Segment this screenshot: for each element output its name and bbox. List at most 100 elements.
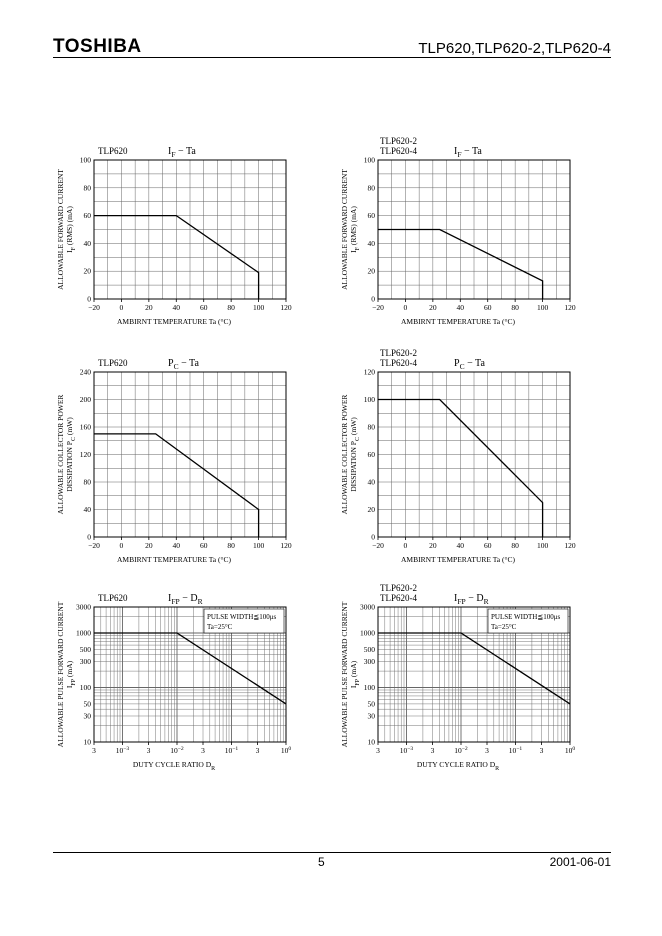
x-tick-label: 3 [147, 746, 151, 755]
y-tick-label: 3000 [360, 603, 375, 612]
x-tick-label: 100 [253, 541, 265, 550]
chart-title: PC − Ta [168, 358, 199, 371]
y-tick-label: 3000 [76, 603, 91, 612]
x-tick-label: 120 [280, 541, 292, 550]
x-tick-label: 20 [429, 541, 437, 550]
chart-title: IFP − DR [454, 593, 489, 606]
plot-frame [377, 371, 571, 538]
x-tick-label: −20 [88, 541, 100, 550]
x-tick-label: 10−2 [454, 746, 468, 755]
device-label: TLP620 [98, 593, 128, 603]
y-tick-label: 1000 [76, 629, 91, 638]
publish-date: 2001-06-01 [549, 855, 611, 869]
chart-title: IF − Ta [168, 146, 196, 159]
x-tick-label: 100 [537, 541, 549, 550]
device-label: TLP620 [98, 358, 128, 368]
header-rule [53, 57, 611, 58]
device-label: TLP620-2 [380, 583, 417, 593]
device-label: TLP620-4 [380, 593, 417, 603]
y-tick-label: 20 [368, 505, 376, 514]
x-tick-label: 3 [201, 746, 205, 755]
x-axis-label: DUTY CYCLE RATIO DR [417, 760, 499, 772]
plot-frame [377, 606, 571, 743]
x-tick-label: −20 [372, 303, 384, 312]
y-axis-label: ALLOWABLE PULSE FORWARD CURRENT [340, 601, 349, 747]
y-tick-label: 0 [371, 533, 375, 542]
x-axis-label: AMBIRNT TEMPERATURE Ta (°C) [401, 317, 515, 326]
y-tick-label: 80 [84, 478, 92, 487]
y-tick-label: 100 [364, 156, 376, 165]
x-tick-label: 20 [429, 303, 437, 312]
y-tick-label: 30 [368, 711, 376, 720]
y-axis-label: IF (RMS) (mA) [349, 206, 361, 253]
y-tick-label: 40 [368, 239, 376, 248]
x-tick-label: 3 [431, 746, 435, 755]
y-tick-label: 80 [84, 183, 92, 192]
y-axis-label: ALLOWABLE FORWARD CURRENT [340, 169, 349, 290]
x-tick-label: 3 [485, 746, 489, 755]
note-text: PULSE WIDTH≦100μs [491, 613, 560, 621]
brand-logo: TOSHIBA [53, 36, 142, 57]
x-tick-label: 120 [564, 303, 576, 312]
x-tick-label: 3 [376, 746, 380, 755]
note-box [487, 608, 569, 634]
y-tick-label: 60 [368, 450, 376, 459]
y-tick-label: 10 [84, 738, 92, 747]
x-tick-label: 100 [565, 746, 576, 755]
model-title: TLP620,TLP620-2,TLP620-4 [418, 40, 611, 57]
note-box [203, 608, 285, 634]
device-label: TLP620-2 [380, 348, 417, 358]
x-tick-label: 40 [457, 541, 465, 550]
y-tick-label: 20 [368, 267, 376, 276]
y-tick-label: 100 [364, 395, 376, 404]
x-tick-label: 3 [92, 746, 96, 755]
y-axis-label: ALLOWABLE COLLECTOR POWER [56, 395, 65, 515]
y-tick-label: 1000 [360, 629, 375, 638]
y-tick-label: 0 [371, 295, 375, 304]
x-tick-label: −20 [88, 303, 100, 312]
chart-title: PC − Ta [454, 358, 485, 371]
y-axis-label: ALLOWABLE COLLECTOR POWER [340, 395, 349, 515]
x-tick-label: 120 [280, 303, 292, 312]
y-axis-label: DISSIPATION PC (mW) [65, 417, 77, 492]
x-tick-label: 10−3 [116, 746, 130, 755]
y-tick-label: 300 [364, 657, 376, 666]
x-tick-label: 0 [120, 303, 124, 312]
chart-title: IFP − DR [168, 593, 203, 606]
x-axis-label: AMBIRNT TEMPERATURE Ta (°C) [117, 555, 231, 564]
series-line [378, 228, 544, 299]
y-axis-label: IFP (mA) [65, 660, 77, 688]
series-line [94, 214, 260, 299]
y-tick-label: 160 [80, 423, 92, 432]
x-tick-label: 3 [256, 746, 260, 755]
x-tick-label: 0 [404, 541, 408, 550]
y-tick-label: 500 [80, 645, 92, 654]
x-tick-label: 60 [484, 303, 492, 312]
x-tick-label: 100 [281, 746, 292, 755]
device-label: TLP620-2 [380, 136, 417, 146]
x-tick-label: 10−1 [509, 746, 523, 755]
note-text: Ta=25°C [207, 623, 233, 631]
x-tick-label: 40 [457, 303, 465, 312]
x-tick-label: −20 [372, 541, 384, 550]
y-tick-label: 80 [368, 183, 376, 192]
x-tick-label: 80 [227, 541, 235, 550]
note-text: PULSE WIDTH≦100μs [207, 613, 276, 621]
plot-frame [93, 606, 287, 743]
y-tick-label: 60 [368, 211, 376, 220]
x-tick-label: 10−3 [400, 746, 414, 755]
y-tick-label: 80 [368, 423, 376, 432]
series-line [94, 433, 260, 537]
chart-title: IF − Ta [454, 146, 482, 159]
y-tick-label: 20 [84, 267, 92, 276]
page-number: 5 [318, 855, 325, 869]
y-axis-label: DISSIPATION PC (mW) [349, 417, 361, 492]
y-tick-label: 10 [368, 738, 376, 747]
x-tick-label: 10−2 [170, 746, 184, 755]
y-axis-label: IFP (mA) [349, 660, 361, 688]
